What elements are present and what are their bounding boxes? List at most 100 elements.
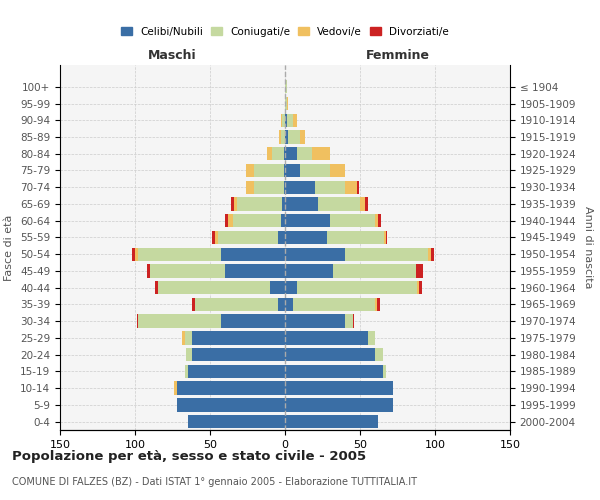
Bar [285, 281, 297, 294]
Bar [174, 382, 177, 395]
Bar [271, 147, 284, 160]
Bar [375, 348, 383, 362]
Bar [285, 130, 288, 143]
Bar [384, 231, 386, 244]
Bar [419, 281, 421, 294]
Bar [195, 298, 277, 311]
Y-axis label: Fasce di età: Fasce di età [4, 214, 14, 280]
Bar [218, 231, 277, 244]
Bar [132, 248, 135, 261]
Bar [285, 114, 287, 127]
Bar [157, 281, 270, 294]
Bar [367, 331, 375, 344]
Bar [281, 214, 285, 228]
Bar [300, 130, 305, 143]
Text: Maschi: Maschi [148, 48, 197, 62]
Bar [287, 114, 293, 127]
Bar [285, 382, 393, 395]
Y-axis label: Anni di nascita: Anni di nascita [583, 206, 593, 289]
Bar [282, 114, 285, 127]
Bar [315, 180, 345, 194]
Bar [417, 281, 419, 294]
Bar [284, 180, 285, 194]
Bar [285, 298, 293, 311]
Bar [233, 214, 281, 228]
Bar [237, 198, 282, 210]
Bar [333, 264, 415, 278]
Bar [285, 331, 367, 344]
Bar [254, 180, 284, 194]
Bar [246, 180, 254, 194]
Bar [270, 281, 285, 294]
Bar [234, 198, 237, 210]
Bar [375, 298, 377, 311]
Bar [285, 97, 287, 110]
Bar [285, 231, 327, 244]
Bar [221, 314, 285, 328]
Bar [327, 231, 384, 244]
Bar [285, 180, 315, 194]
Bar [330, 164, 345, 177]
Text: Femmine: Femmine [365, 48, 430, 62]
Bar [378, 214, 381, 228]
Bar [377, 298, 380, 311]
Bar [360, 198, 365, 210]
Bar [267, 147, 271, 160]
Bar [287, 97, 288, 110]
Bar [345, 314, 353, 328]
Bar [285, 364, 383, 378]
Bar [254, 164, 284, 177]
Bar [345, 248, 427, 261]
Bar [383, 364, 386, 378]
Bar [285, 348, 375, 362]
Bar [281, 130, 285, 143]
Bar [147, 264, 150, 278]
Bar [282, 198, 285, 210]
Bar [225, 214, 228, 228]
Bar [345, 180, 357, 194]
Bar [415, 264, 423, 278]
Bar [138, 314, 221, 328]
Bar [279, 130, 281, 143]
Bar [353, 314, 354, 328]
Bar [281, 114, 282, 127]
Legend: Celibi/Nubili, Coniugati/e, Vedovi/e, Divorziati/e: Celibi/Nubili, Coniugati/e, Vedovi/e, Di… [117, 23, 453, 41]
Bar [285, 80, 287, 94]
Bar [297, 147, 312, 160]
Bar [187, 364, 285, 378]
Bar [150, 264, 225, 278]
Bar [221, 248, 285, 261]
Bar [365, 198, 367, 210]
Bar [212, 231, 215, 244]
Bar [192, 298, 195, 311]
Bar [312, 147, 330, 160]
Bar [192, 348, 285, 362]
Bar [285, 164, 300, 177]
Bar [285, 264, 333, 278]
Bar [293, 114, 297, 127]
Bar [155, 281, 157, 294]
Bar [185, 331, 192, 344]
Bar [427, 248, 431, 261]
Bar [277, 231, 285, 244]
Bar [187, 415, 285, 428]
Bar [285, 248, 345, 261]
Bar [177, 382, 285, 395]
Bar [357, 180, 359, 194]
Bar [386, 231, 387, 244]
Bar [330, 214, 375, 228]
Text: COMUNE DI FALZES (BZ) - Dati ISTAT 1° gennaio 2005 - Elaborazione TUTTITALIA.IT: COMUNE DI FALZES (BZ) - Dati ISTAT 1° ge… [12, 477, 417, 487]
Bar [375, 214, 378, 228]
Bar [285, 398, 393, 411]
Bar [186, 348, 192, 362]
Bar [135, 248, 138, 261]
Bar [431, 248, 433, 261]
Bar [215, 231, 218, 244]
Bar [246, 164, 254, 177]
Bar [185, 364, 187, 378]
Bar [318, 198, 360, 210]
Bar [277, 298, 285, 311]
Bar [138, 248, 221, 261]
Bar [300, 164, 330, 177]
Text: Popolazione per età, sesso e stato civile - 2005: Popolazione per età, sesso e stato civil… [12, 450, 366, 463]
